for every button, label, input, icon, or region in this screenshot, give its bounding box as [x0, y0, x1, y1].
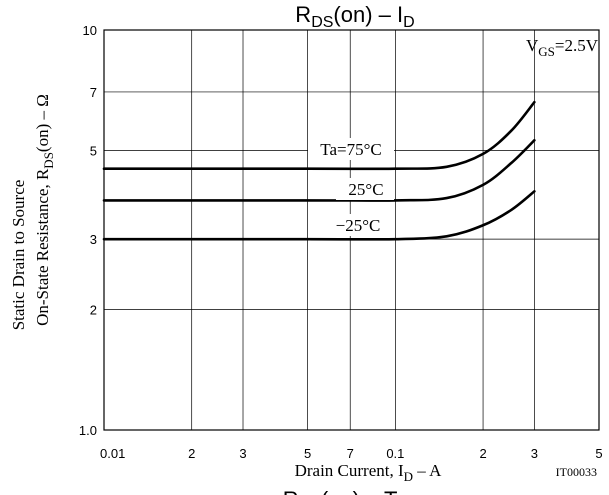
series-line-0 [102, 100, 536, 171]
x-tick-label: 0.1 [386, 446, 404, 461]
series-label-minus25c: −25°C [336, 216, 381, 235]
x-tick-label: 3 [531, 446, 538, 461]
x-tick-label: 5 [595, 446, 602, 461]
x-tick-label: 5 [304, 446, 311, 461]
x-tick-label: 7 [347, 446, 354, 461]
y-tick-label: 3 [90, 232, 97, 247]
series-lines [102, 100, 536, 241]
plot-frame [103, 29, 600, 431]
x-tick-labels: 0.01 2 3 5 7 0.1 2 3 5 [100, 446, 603, 461]
x-tick-label: 2 [479, 446, 486, 461]
x-tick-label: 3 [239, 446, 246, 461]
series-line-2 [102, 190, 536, 241]
x-tick-label: 2 [188, 446, 195, 461]
chart-title: RDS(on) – ID [295, 2, 414, 31]
y-axis-label-line2: On-State Resistance, RDS(on) – Ω [33, 94, 56, 326]
next-chart-title-cut: RDS(on) – Ta [283, 487, 408, 495]
x-tick-label: 0.01 [100, 446, 125, 461]
figure-code: IT00033 [556, 465, 597, 479]
series-label-bg-25 [336, 178, 394, 200]
series-label-25c: 25°C [348, 180, 383, 199]
series-label-bg-m25 [324, 214, 394, 236]
y-tick-label: 10 [83, 23, 97, 38]
y-tick-label: 1.0 [79, 423, 97, 438]
y-tick-label: 7 [90, 85, 97, 100]
series-line-1 [102, 138, 536, 202]
series-label-75c: Ta=75°C [320, 140, 381, 159]
y-tick-label: 2 [90, 303, 97, 318]
series-label-bg-75 [308, 138, 394, 160]
y-axis-label-line1: Static Drain to Source [9, 180, 28, 331]
y-tick-labels: 1.0 2 3 5 7 10 [79, 23, 97, 438]
condition-label: VGS=2.5V [526, 36, 599, 59]
y-tick-label: 5 [90, 143, 97, 158]
x-axis-label: Drain Current, ID – A [295, 461, 443, 484]
